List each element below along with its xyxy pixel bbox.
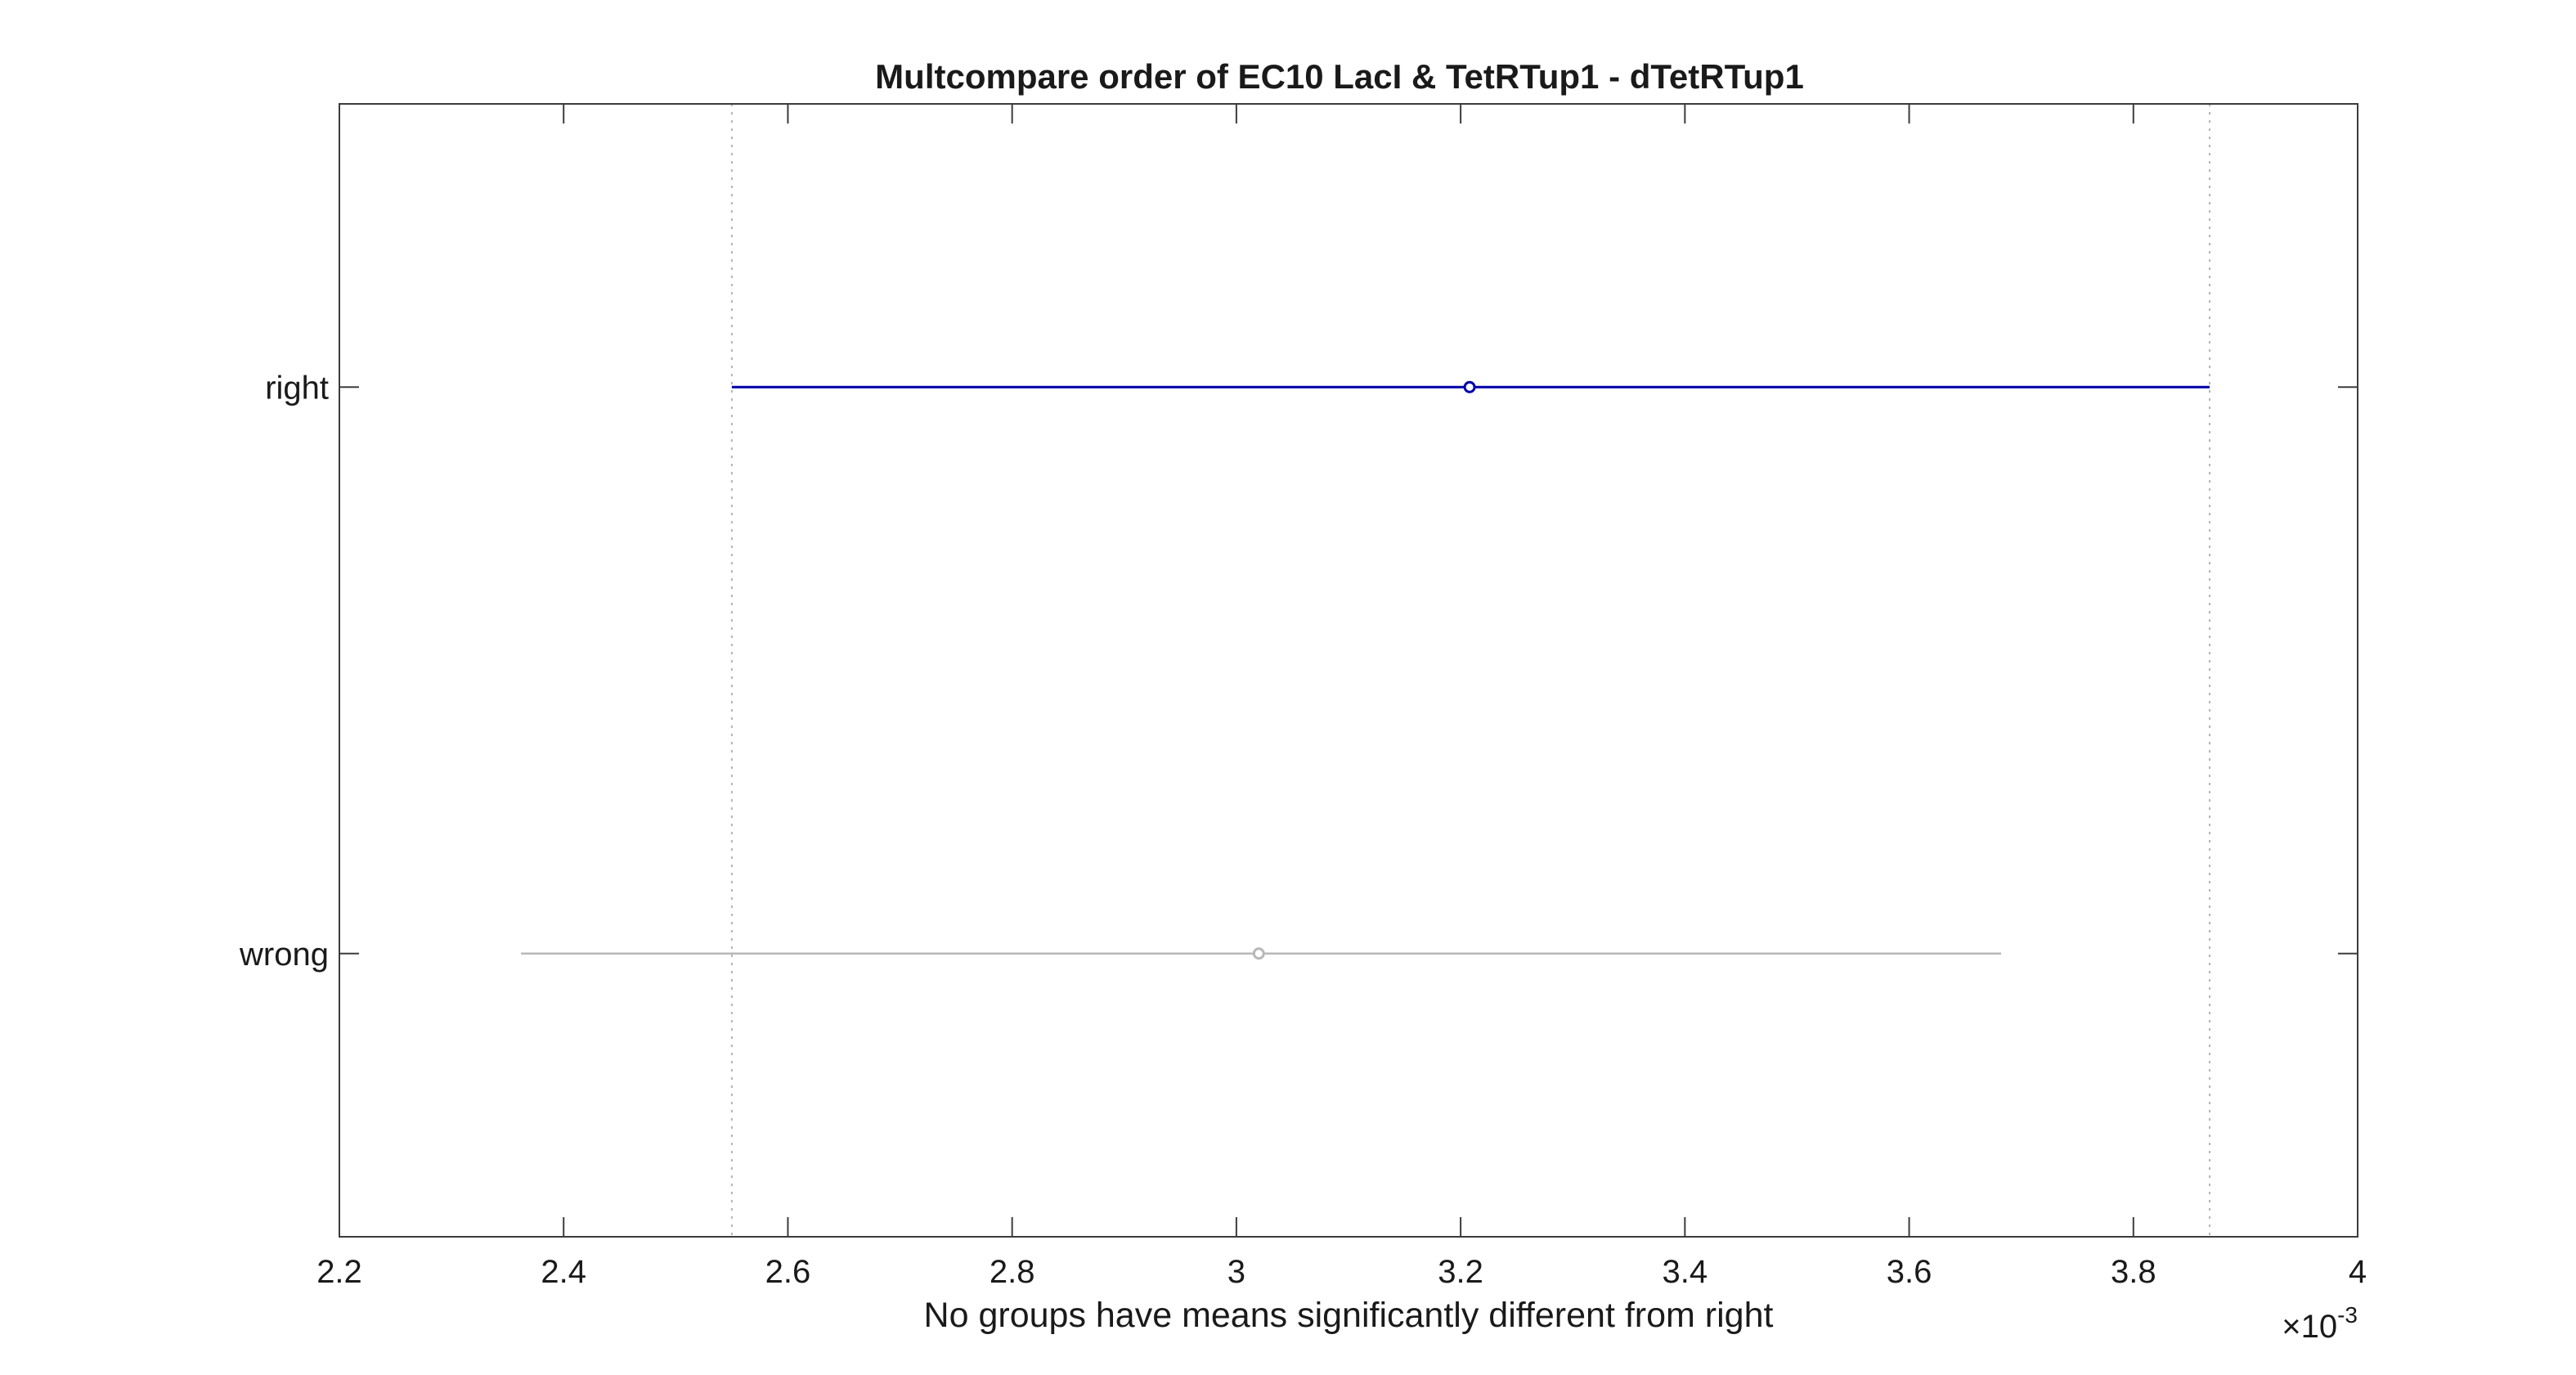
x-tick-label: 2.8: [990, 1254, 1035, 1290]
y-tick-label-right: right: [265, 370, 329, 406]
mean-marker-wrong: [1252, 947, 1265, 960]
x-tick-label: 3: [1227, 1254, 1245, 1290]
x-tick-label: 3.8: [2111, 1254, 2156, 1290]
chart-title: Multcompare order of EC10 LacI & TetRTup…: [875, 57, 1804, 96]
x-tick-label: 3.4: [1663, 1254, 1708, 1290]
x-axis-exponent-base: ×10: [2282, 1309, 2337, 1345]
x-tick-label: 2.6: [765, 1254, 811, 1290]
x-tick-label: 3.6: [1887, 1254, 1932, 1290]
mean-marker-right: [1463, 380, 1476, 393]
x-tick-label: 2.2: [316, 1254, 362, 1290]
x-tick-label: 4: [2349, 1254, 2367, 1290]
x-tick-label: 2.4: [541, 1254, 586, 1290]
x-tick-label: 3.2: [1438, 1254, 1483, 1290]
plot-area-frame: [339, 103, 2358, 1238]
x-axis-exponent: ×10-3: [2282, 1302, 2358, 1345]
y-axis-ticks: right wrong: [239, 370, 2358, 973]
comparison-intervals: [521, 380, 2210, 960]
reference-lines: [730, 104, 2211, 1237]
x-axis-exponent-power: -3: [2337, 1302, 2358, 1328]
x-axis-label: No groups have means significantly diffe…: [924, 1296, 1774, 1335]
y-tick-label-wrong: wrong: [239, 937, 329, 973]
x-axis-ticks: 2.2 2.4 2.6 2.8 3 3.2 3.4 3.6 3.8 4: [316, 104, 2367, 1290]
